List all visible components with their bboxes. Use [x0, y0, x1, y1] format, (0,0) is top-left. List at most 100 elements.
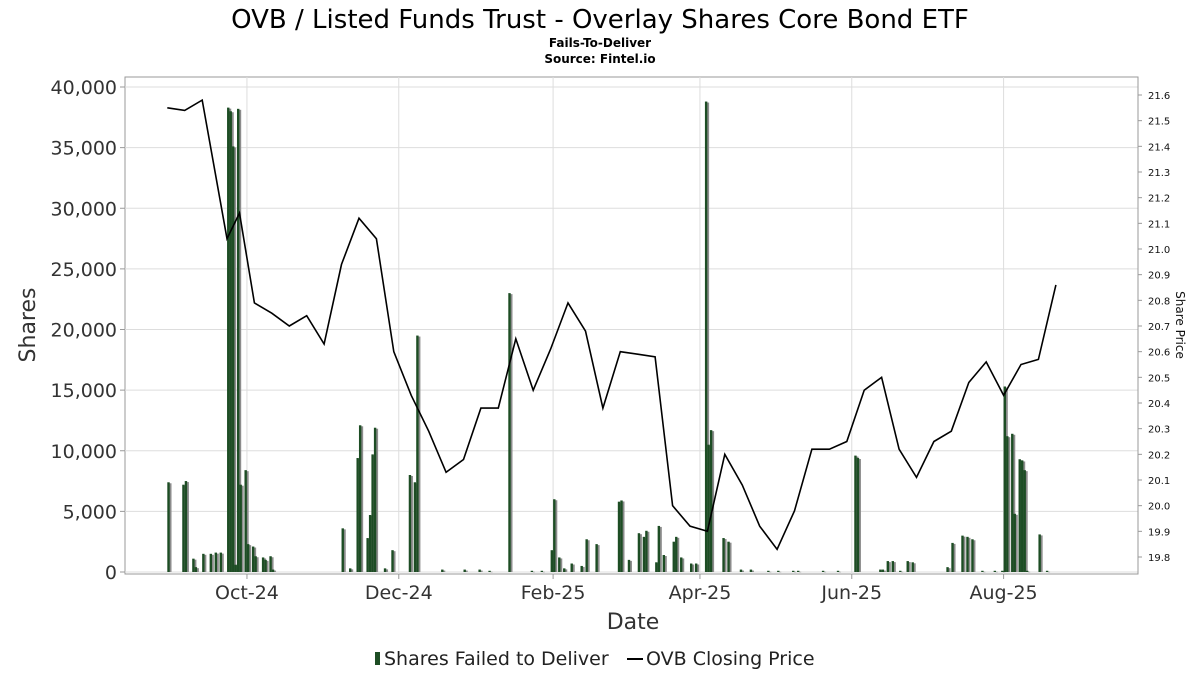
bar-shadow [532, 571, 535, 573]
chart-subtitle: Fails-To-Deliver [549, 36, 651, 50]
ftd-bar [595, 544, 598, 572]
y2-tick-label: 21.2 [1148, 194, 1170, 205]
bar-shadow [211, 554, 214, 572]
ftd-bar [416, 335, 419, 572]
ftd-bar [821, 570, 825, 572]
ftd-bar [232, 146, 235, 572]
y2-tick-label: 20.6 [1148, 348, 1170, 359]
bar-shadow [572, 564, 575, 572]
ftd-bar [1006, 436, 1009, 572]
bar-shadow [393, 551, 396, 572]
x-axis-label: Date [607, 610, 660, 635]
plot-area [124, 76, 1139, 575]
ftd-bar [961, 535, 964, 572]
legend-bar-swatch [375, 652, 380, 665]
bar-shadow [375, 428, 379, 572]
y-tick-label: 20,000 [51, 320, 117, 342]
ftd-bar [192, 558, 195, 572]
ftd-bar [911, 562, 914, 572]
ftd-bar [202, 553, 205, 572]
ftd-bar [261, 557, 265, 572]
y2-tick-label: 20.0 [1148, 502, 1170, 513]
ftd-bar [550, 550, 554, 572]
y-tick-label: 10,000 [51, 441, 117, 463]
bar-shadow [664, 556, 667, 572]
bar-shadow [196, 568, 199, 572]
bar-shadow [186, 482, 189, 572]
bar-shadow [510, 294, 513, 572]
ftd-bar [269, 556, 272, 572]
ftd-bar [797, 570, 800, 572]
y2-tick-label: 21.3 [1148, 168, 1170, 179]
bar-shadow [1040, 535, 1043, 572]
y2-tick-label: 20.4 [1148, 399, 1170, 410]
ftd-bar [553, 499, 556, 572]
ftd-bar [946, 567, 949, 572]
ftd-bar [856, 458, 860, 572]
ftd-bar [244, 470, 247, 572]
y2-tick-label: 20.2 [1148, 450, 1170, 461]
ftd-bar [570, 563, 573, 572]
ftd-bar [971, 539, 974, 572]
ftd-bar [854, 455, 857, 572]
ftd-bar [627, 559, 631, 572]
ftd-bar [408, 475, 412, 572]
ftd-bar [680, 557, 683, 572]
ftd-bar [413, 482, 417, 572]
bar-series [167, 101, 1051, 573]
ftd-bar [441, 569, 444, 572]
chart-title: OVB / Listed Funds Trust - Overlay Share… [231, 5, 969, 35]
ftd-bar [463, 569, 466, 572]
ftd-bar [617, 501, 621, 572]
y2-tick-label: 20.1 [1148, 476, 1170, 487]
y2-tick-label: 20.7 [1148, 322, 1170, 333]
ftd-bar [709, 430, 713, 572]
ftd-bar [366, 538, 369, 572]
ftd-bar [194, 567, 198, 572]
bar-shadow [639, 534, 642, 572]
ftd-bar [1045, 570, 1049, 572]
bar-shadow [769, 571, 772, 573]
bar-shadow [799, 571, 802, 573]
bar-shadow [794, 571, 797, 573]
y2-tick-label: 21.5 [1148, 117, 1170, 128]
y2-tick-label: 19.8 [1148, 553, 1170, 564]
ftd-bar [1018, 459, 1021, 572]
bar-shadow [682, 558, 685, 572]
bar-shadow [542, 571, 545, 573]
ftd-bar [792, 570, 795, 572]
ftd-bar [391, 550, 394, 572]
ftd-bar [478, 569, 481, 572]
ftd-bar [585, 539, 588, 572]
ftd-bar [1023, 470, 1026, 572]
ftd-bar [580, 565, 583, 572]
bar-shadow [204, 554, 207, 572]
bar-shadow [582, 566, 585, 572]
ftd-bar [899, 570, 902, 572]
ftd-bar [488, 570, 491, 572]
bar-shadow [995, 571, 998, 573]
bar-shadow [901, 571, 904, 573]
bar-shadow [913, 563, 916, 572]
ftd-bar [881, 569, 885, 572]
bar-shadow [256, 557, 259, 572]
ftd-bar [655, 562, 658, 572]
right-axis-ticks: 19.8 19.9 20.0 20.1 20.2 20.3 20.4 20.5 20.6 20.7… [1138, 91, 1170, 564]
bar-shadow [948, 568, 951, 572]
y-tick-label: 15,000 [51, 380, 117, 402]
y2-tick-label: 21.1 [1148, 219, 1170, 230]
bar-shadow [908, 562, 911, 572]
bar-shadow [248, 545, 252, 572]
ftd-bar [777, 570, 780, 572]
ftd-bar [530, 570, 534, 572]
x-tick-label: Apr-25 [669, 582, 732, 604]
y2-tick-label: 21.4 [1148, 142, 1170, 153]
ftd-bar [836, 570, 840, 572]
bar-shadow [659, 526, 662, 572]
ftd-bar [739, 569, 743, 572]
bar-shadow [677, 537, 680, 572]
ftd-bar [237, 108, 240, 572]
ftd-bar [767, 570, 770, 572]
y-tick-label: 5,000 [63, 501, 117, 523]
ftd-bar [349, 568, 352, 572]
